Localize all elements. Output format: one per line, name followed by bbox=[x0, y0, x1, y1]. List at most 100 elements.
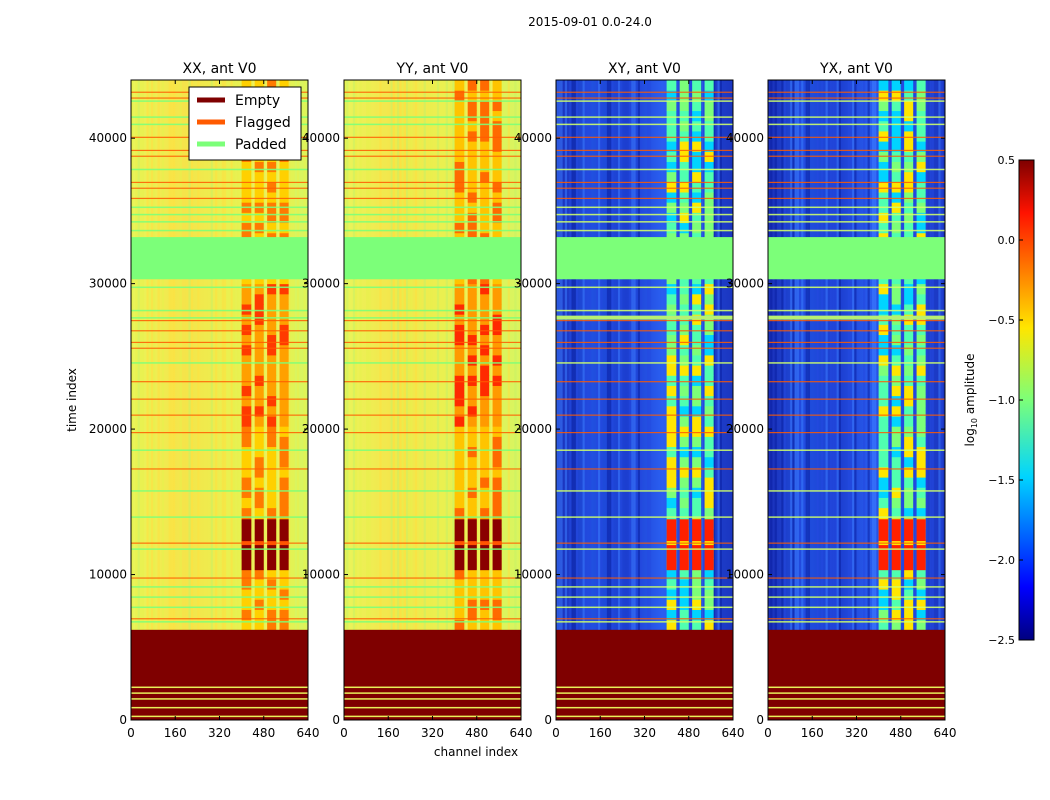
channel-stripe bbox=[629, 80, 632, 720]
padded-line bbox=[768, 315, 945, 320]
rfi-cell bbox=[915, 222, 926, 234]
channel-gap bbox=[277, 80, 280, 630]
rfi-cell bbox=[891, 446, 901, 458]
rfi-cell bbox=[691, 293, 702, 305]
legend-label-empty: Empty bbox=[235, 93, 280, 109]
rfi-cell bbox=[266, 354, 277, 366]
padded-line bbox=[768, 213, 945, 216]
rfi-cell bbox=[467, 100, 477, 112]
channel-stripe bbox=[564, 80, 568, 720]
rfi-cell bbox=[278, 375, 289, 386]
channel-stripe bbox=[558, 80, 561, 720]
rfi-cell bbox=[878, 141, 889, 152]
rfi-cell bbox=[703, 619, 714, 631]
channel-stripe bbox=[595, 80, 599, 720]
rfi-cell bbox=[467, 324, 477, 336]
channel-stripe bbox=[168, 80, 171, 720]
flagged-line bbox=[556, 197, 733, 200]
padded-line bbox=[556, 692, 733, 694]
rfi-cell bbox=[467, 426, 477, 437]
padded-line bbox=[131, 168, 308, 171]
padded-line bbox=[768, 286, 945, 289]
rfi-cell bbox=[703, 80, 714, 91]
rfi-cell bbox=[241, 161, 252, 173]
channel-stripe bbox=[399, 80, 402, 720]
rfi-cell bbox=[454, 161, 465, 173]
rfi-cell bbox=[254, 344, 264, 356]
rfi-cell bbox=[679, 466, 689, 478]
rfi-cell bbox=[241, 395, 252, 407]
rfi-cell bbox=[479, 426, 490, 437]
rfi-cell bbox=[903, 293, 914, 305]
rfi-cell bbox=[666, 405, 677, 417]
rfi-cell bbox=[479, 619, 490, 631]
rfi-cell bbox=[691, 283, 702, 295]
rfi-cell bbox=[703, 426, 714, 437]
rfi-cell bbox=[878, 487, 889, 498]
rfi-cell bbox=[491, 171, 502, 183]
channel-stripe bbox=[560, 80, 563, 720]
channel-stripe bbox=[179, 80, 182, 720]
rfi-cell bbox=[691, 599, 702, 610]
rfi-cell bbox=[878, 120, 889, 132]
flagged-line bbox=[344, 414, 521, 416]
rfi-cell bbox=[703, 487, 714, 498]
padded-line bbox=[131, 698, 308, 700]
y-tick-label: 40000 bbox=[302, 131, 340, 145]
rfi-cell bbox=[915, 497, 926, 509]
rfi-cell bbox=[278, 497, 289, 509]
rfi-cell bbox=[915, 293, 926, 305]
panel-yx: YX, ant V0 0 160 320 480 640 0 10000 20000 30000 4… bbox=[726, 61, 957, 740]
rfi-cell bbox=[254, 324, 264, 336]
rfi-cell bbox=[479, 395, 490, 407]
flagged-line bbox=[344, 432, 521, 434]
rfi-cell bbox=[703, 212, 714, 224]
rfi-cell bbox=[266, 578, 277, 590]
rfi-cell bbox=[703, 110, 714, 122]
channel-stripe bbox=[874, 80, 877, 720]
rfi-cell bbox=[903, 80, 914, 91]
rfi-cell bbox=[903, 609, 914, 621]
rfi-cell bbox=[241, 497, 252, 509]
rfi-cell bbox=[691, 192, 702, 203]
rfi-cell bbox=[691, 507, 702, 519]
rfi-cell bbox=[467, 578, 477, 590]
rfi-cell bbox=[254, 609, 264, 621]
padded-line bbox=[768, 606, 945, 609]
rfi-cell bbox=[454, 619, 465, 631]
rfi-cell bbox=[479, 120, 490, 132]
rfi-cell bbox=[454, 446, 465, 458]
channel-stripe bbox=[719, 80, 722, 720]
rfi-cell bbox=[467, 192, 477, 203]
rfi-cell bbox=[241, 293, 252, 305]
rfi-cell bbox=[703, 477, 714, 488]
rfi-cell bbox=[266, 334, 277, 346]
rfi-cell bbox=[903, 141, 914, 152]
rfi-cell bbox=[254, 80, 264, 91]
padded-line bbox=[131, 317, 308, 319]
rfi-cell bbox=[479, 90, 490, 101]
rfi-cell bbox=[467, 385, 477, 397]
channel-stripe bbox=[410, 80, 413, 720]
rfi-cell bbox=[903, 507, 914, 519]
channel-gap bbox=[478, 80, 481, 630]
rfi-cell bbox=[491, 405, 502, 417]
rfi-cell bbox=[691, 171, 702, 183]
rfi-cell bbox=[479, 466, 490, 478]
rfi-cell bbox=[703, 181, 714, 193]
rfi-cell bbox=[278, 578, 289, 590]
padded-line bbox=[768, 221, 945, 223]
rfi-cell bbox=[467, 599, 477, 610]
rfi-cell bbox=[703, 375, 714, 386]
channel-stripe bbox=[794, 80, 797, 720]
channel-stripe bbox=[514, 80, 517, 720]
channel-stripe bbox=[518, 80, 521, 720]
rfi-cell bbox=[878, 344, 889, 356]
rfi-cell bbox=[878, 578, 889, 590]
y-tick-label: 30000 bbox=[514, 277, 552, 291]
flagged-line bbox=[344, 618, 521, 620]
padded-line bbox=[344, 206, 521, 209]
rfi-cell bbox=[278, 212, 289, 224]
padded-line bbox=[344, 516, 521, 518]
padded-line bbox=[131, 586, 308, 588]
